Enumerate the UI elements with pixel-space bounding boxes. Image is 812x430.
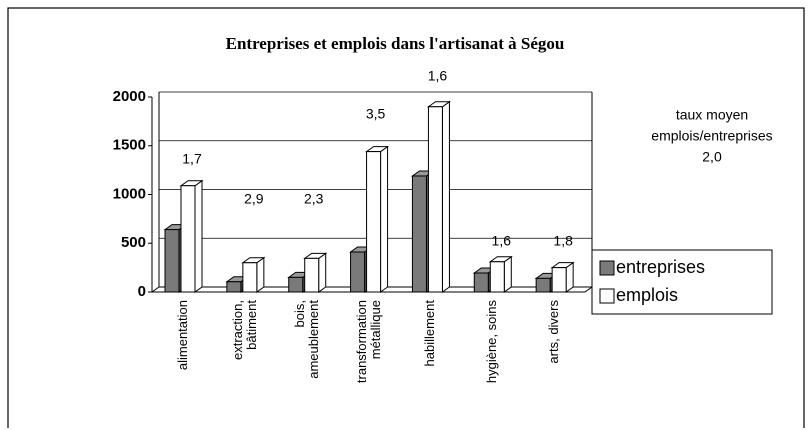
ratio-label: 1,6 [492, 233, 512, 249]
legend-swatch [599, 260, 615, 276]
y-tick-label: 1500 [113, 137, 146, 154]
x-tick-label: hygiène, soins [484, 300, 500, 384]
bar-side [256, 256, 265, 293]
ratio-label: 1,8 [553, 233, 573, 249]
bar [226, 281, 242, 293]
bar [180, 185, 196, 293]
annotation: taux moyen [676, 107, 748, 123]
x-tick-label: alimentation [175, 300, 190, 371]
frame [7, 7, 805, 428]
legend-swatch [599, 288, 615, 304]
bar [350, 251, 366, 293]
legend-box [591, 249, 773, 315]
x-tick-label: bois, ameublement [291, 300, 321, 379]
chart-title: Entreprises et emplois dans l'artisanat … [226, 34, 565, 53]
y-tick-label: 500 [121, 234, 146, 251]
bar [427, 106, 443, 293]
x-tick-label: habillement [422, 300, 438, 367]
annotation: 2,0 [702, 149, 722, 165]
bar [366, 151, 382, 293]
bar [304, 257, 320, 293]
bar-side [194, 179, 203, 293]
y-tick-label: 0 [138, 283, 146, 300]
ratio-label: 2,3 [304, 191, 324, 207]
ratio-label: 1,6 [428, 68, 448, 84]
bar-side [380, 145, 389, 293]
bar [489, 261, 505, 293]
y-tick-label: 2000 [113, 88, 146, 105]
legend-label: entreprises [616, 257, 705, 277]
x-tick-label: extraction, bâtiment [229, 300, 259, 360]
y-tick-label: 1000 [113, 185, 146, 202]
bar [551, 267, 567, 293]
bar [288, 276, 304, 293]
bar-side [318, 252, 327, 293]
x-tick-label: transformation métallique [353, 300, 383, 384]
ratio-label: 1,7 [182, 151, 202, 167]
bar [164, 229, 180, 293]
bar [411, 175, 427, 293]
ratio-label: 3,5 [366, 106, 386, 122]
bar [473, 272, 489, 293]
bar [535, 277, 551, 293]
bar [242, 262, 258, 293]
legend-label: emplois [616, 285, 678, 305]
annotation: emplois/entreprises [651, 128, 772, 144]
x-tick-label: arts, divers [546, 300, 562, 364]
bar-side [503, 255, 512, 293]
bar-side [441, 100, 450, 293]
ratio-label: 2,9 [244, 191, 264, 207]
